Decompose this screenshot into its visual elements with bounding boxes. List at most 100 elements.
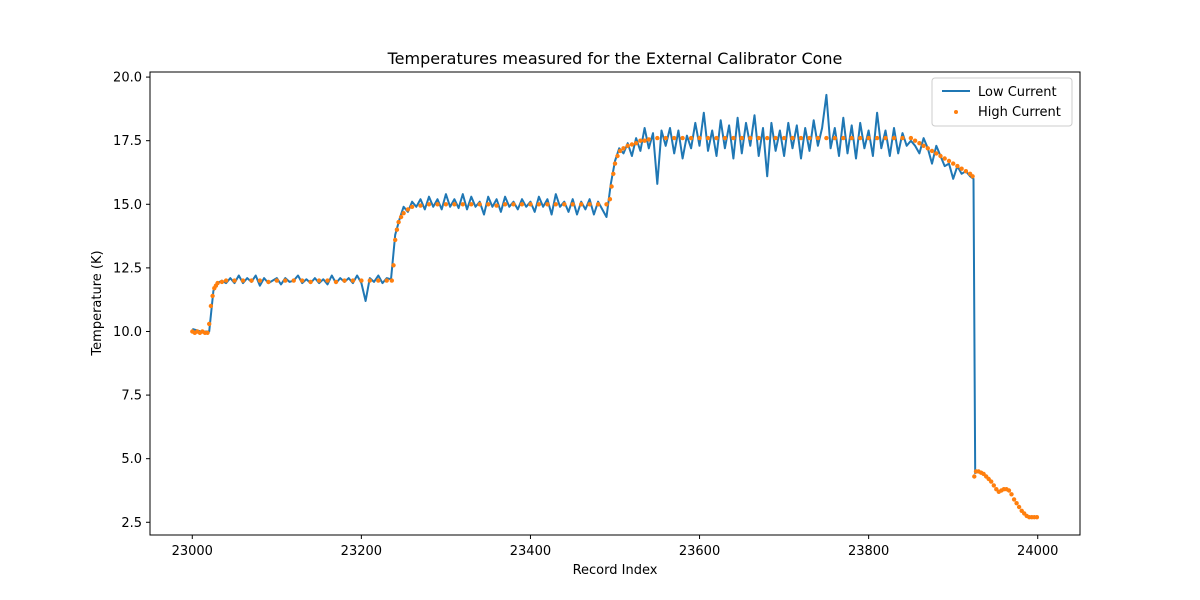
data-point (615, 153, 620, 159)
data-point (633, 141, 639, 146)
data-point (612, 161, 618, 166)
data-point (748, 135, 753, 141)
data-point (824, 135, 829, 141)
data-point (291, 278, 296, 283)
data-point (502, 202, 508, 207)
data-point (1034, 515, 1040, 520)
data-point (219, 279, 225, 285)
data-point (900, 135, 905, 141)
data-point (367, 278, 372, 283)
data-point (384, 278, 389, 283)
data-point (389, 278, 394, 283)
data-point (210, 293, 215, 299)
data-point (807, 135, 812, 141)
data-point (955, 163, 960, 169)
data-point (519, 202, 525, 207)
series-low-current-line (192, 93, 977, 474)
data-point (739, 135, 744, 141)
data-point (316, 278, 322, 283)
data-point (946, 158, 952, 164)
data-point (545, 202, 550, 207)
legend-low-current-label: Low Current (978, 85, 1057, 100)
plot-area (149, 71, 1081, 536)
data-point (917, 141, 922, 146)
data-point (731, 135, 736, 141)
data-point (405, 207, 411, 212)
data-point (398, 214, 404, 220)
x-tick-label: 24000 (1017, 544, 1058, 559)
data-point (714, 135, 719, 141)
data-point (486, 202, 491, 207)
data-point (798, 135, 804, 141)
y-tick-label: 2.5 (121, 516, 142, 531)
data-point (756, 135, 761, 141)
data-point (773, 135, 778, 141)
data-point (815, 135, 821, 141)
data-point (765, 135, 770, 141)
data-point (883, 135, 888, 141)
data-point (207, 321, 212, 327)
axes-frame (149, 71, 1081, 536)
data-point (938, 153, 943, 159)
data-point (477, 202, 482, 207)
data-point (959, 166, 964, 171)
data-point (705, 135, 711, 141)
data-point (333, 279, 339, 285)
legend-high-current-label: High Current (978, 105, 1061, 120)
data-point (625, 143, 630, 148)
data-point (391, 263, 396, 268)
data-point (359, 278, 364, 283)
data-point (912, 138, 918, 143)
chart-title: Temperatures measured for the External C… (387, 49, 843, 68)
data-point (215, 280, 220, 286)
data-point (688, 135, 694, 141)
data-point (325, 278, 330, 283)
data-point (1006, 488, 1012, 493)
data-point (232, 278, 237, 283)
data-point (409, 204, 415, 209)
data-point (963, 169, 969, 174)
data-point (443, 202, 449, 207)
data-point (240, 278, 246, 283)
data-point (617, 148, 623, 154)
data-point (891, 135, 897, 141)
data-point (722, 135, 728, 141)
data-point (223, 278, 229, 283)
x-tick-label: 23600 (679, 544, 720, 559)
data-point (595, 202, 601, 207)
data-point (494, 203, 499, 208)
data-point (394, 227, 400, 232)
data-point (697, 135, 702, 141)
y-tick-label: 7.5 (121, 389, 142, 404)
y-tick-label: 17.5 (113, 134, 142, 149)
x-tick-label: 23800 (848, 544, 889, 559)
data-point (511, 202, 516, 207)
data-point (781, 135, 787, 141)
data-point (908, 135, 914, 141)
data-point (970, 174, 975, 179)
data-point (401, 211, 406, 216)
data-point (418, 203, 423, 208)
data-point (611, 171, 616, 176)
x-axis-label: Record Index (573, 563, 658, 578)
data-point (942, 156, 947, 161)
data-point (921, 143, 926, 148)
y-axis-label: Temperature (K) (90, 250, 105, 356)
data-point (1009, 492, 1014, 497)
data-point (642, 138, 647, 143)
data-point (426, 202, 432, 207)
data-point (655, 135, 660, 141)
data-point (308, 279, 313, 285)
data-point (989, 479, 994, 484)
data-point (991, 483, 996, 488)
data-point (570, 202, 575, 207)
x-tick-label: 23000 (172, 544, 213, 559)
data-point (342, 278, 347, 283)
data-point (536, 202, 542, 207)
data-point (663, 135, 668, 141)
data-point (925, 146, 930, 151)
data-point (562, 202, 567, 207)
data-point (934, 151, 939, 156)
data-point (832, 135, 837, 141)
